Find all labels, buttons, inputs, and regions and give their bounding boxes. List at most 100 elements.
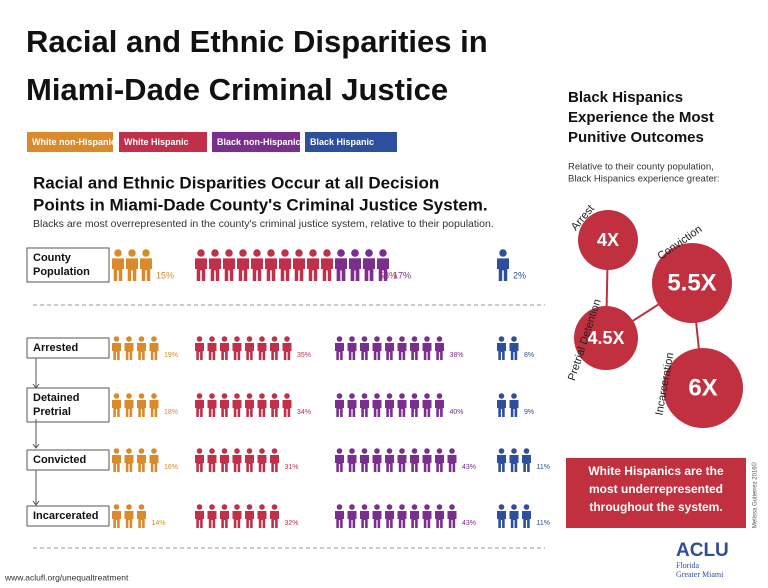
person-head: [436, 448, 443, 454]
side-heading: Black Hispanics: [568, 89, 683, 106]
person-head: [259, 448, 265, 454]
person-head: [361, 504, 368, 510]
person-body: [195, 258, 207, 281]
person-head: [411, 448, 418, 454]
person-head: [196, 336, 203, 342]
icon-group: [112, 504, 146, 528]
percent-label: 32%: [285, 520, 299, 527]
person-head: [424, 448, 430, 454]
percent-label: 43%: [462, 464, 476, 471]
person-head: [138, 336, 145, 342]
person-body: [270, 343, 279, 360]
person-body: [360, 400, 369, 417]
person-body: [497, 343, 506, 360]
outcome-circle: [652, 243, 732, 323]
percent-label: 38%: [450, 352, 464, 359]
person-body: [124, 455, 134, 472]
percent-label: 31%: [285, 464, 299, 471]
person-body: [347, 343, 357, 360]
icon-group: [195, 249, 375, 281]
person-head: [211, 249, 219, 257]
icon-group: [112, 336, 159, 360]
person-body: [232, 400, 242, 417]
flow-arrowhead: [32, 500, 40, 506]
percent-label: 58%: [379, 270, 397, 280]
icon-group: [194, 504, 279, 528]
person-head: [361, 336, 368, 342]
person-head: [498, 393, 505, 399]
person-head: [349, 393, 355, 399]
person-body: [347, 455, 357, 472]
person-head: [436, 393, 443, 399]
outcome-circle: [663, 348, 743, 428]
person-head: [246, 504, 253, 510]
person-head: [411, 336, 418, 342]
person-head: [234, 504, 240, 510]
person-head: [225, 249, 233, 257]
icon-group: [335, 504, 457, 528]
person-head: [196, 393, 203, 399]
person-body: [334, 258, 347, 281]
legend-chip: [305, 132, 397, 152]
person-body: [140, 258, 152, 281]
legend-label: Black Hispanic: [310, 137, 374, 147]
percent-label: 34%: [297, 409, 311, 416]
legend-label: Black non-Hispanic: [217, 137, 301, 147]
credit: Melissa Gutierrez 2016©: [752, 461, 759, 528]
person-body: [509, 343, 519, 360]
person-head: [323, 249, 331, 257]
person-head: [336, 336, 343, 342]
person-head: [209, 448, 215, 454]
title: Racial and Ethnic Disparities in: [26, 24, 488, 59]
section-heading: Racial and Ethnic Disparities Occur at a…: [33, 173, 439, 192]
person-body: [194, 343, 204, 360]
person-body: [347, 511, 357, 528]
row-label: Detained: [33, 392, 79, 404]
person-head: [267, 249, 275, 257]
person-head: [271, 448, 278, 454]
row-label: County: [33, 252, 72, 264]
person-head: [284, 393, 290, 399]
person-body: [112, 400, 121, 417]
person-head: [511, 504, 517, 510]
person-body: [360, 511, 369, 528]
percent-label: 11%: [537, 520, 551, 527]
icon-group: [194, 393, 292, 417]
person-body: [509, 511, 519, 528]
side-description: Relative to their county population,: [568, 162, 714, 173]
person-head: [523, 448, 530, 454]
person-head: [295, 249, 303, 257]
person-body: [232, 511, 242, 528]
person-head: [374, 448, 380, 454]
outcome-value: 4X: [597, 230, 619, 250]
person-body: [522, 455, 531, 472]
person-head: [234, 336, 240, 342]
person-head: [511, 393, 517, 399]
person-body: [270, 511, 279, 528]
outcome-circle: [578, 210, 638, 270]
person-head: [126, 393, 132, 399]
row-label-box: [26, 337, 110, 359]
logo-sub: Greater Miami: [676, 570, 724, 579]
person-body: [435, 511, 444, 528]
person-head: [349, 448, 355, 454]
person-head: [259, 336, 265, 342]
person-body: [282, 400, 292, 417]
person-head: [246, 336, 253, 342]
person-body: [223, 258, 235, 281]
person-head: [449, 504, 455, 510]
person-body: [112, 343, 121, 360]
title: Miami-Dade Criminal Justice: [26, 72, 448, 107]
person-body: [219, 400, 229, 417]
person-head: [209, 504, 215, 510]
icon-group: [335, 336, 444, 360]
person-body: [347, 400, 357, 417]
person-body: [219, 343, 229, 360]
person-head: [221, 504, 228, 510]
person-head: [209, 336, 215, 342]
row-label: Arrested: [33, 342, 78, 354]
person-body: [435, 343, 444, 360]
outcome-value: 5.5X: [667, 269, 716, 296]
person-head: [113, 448, 120, 454]
